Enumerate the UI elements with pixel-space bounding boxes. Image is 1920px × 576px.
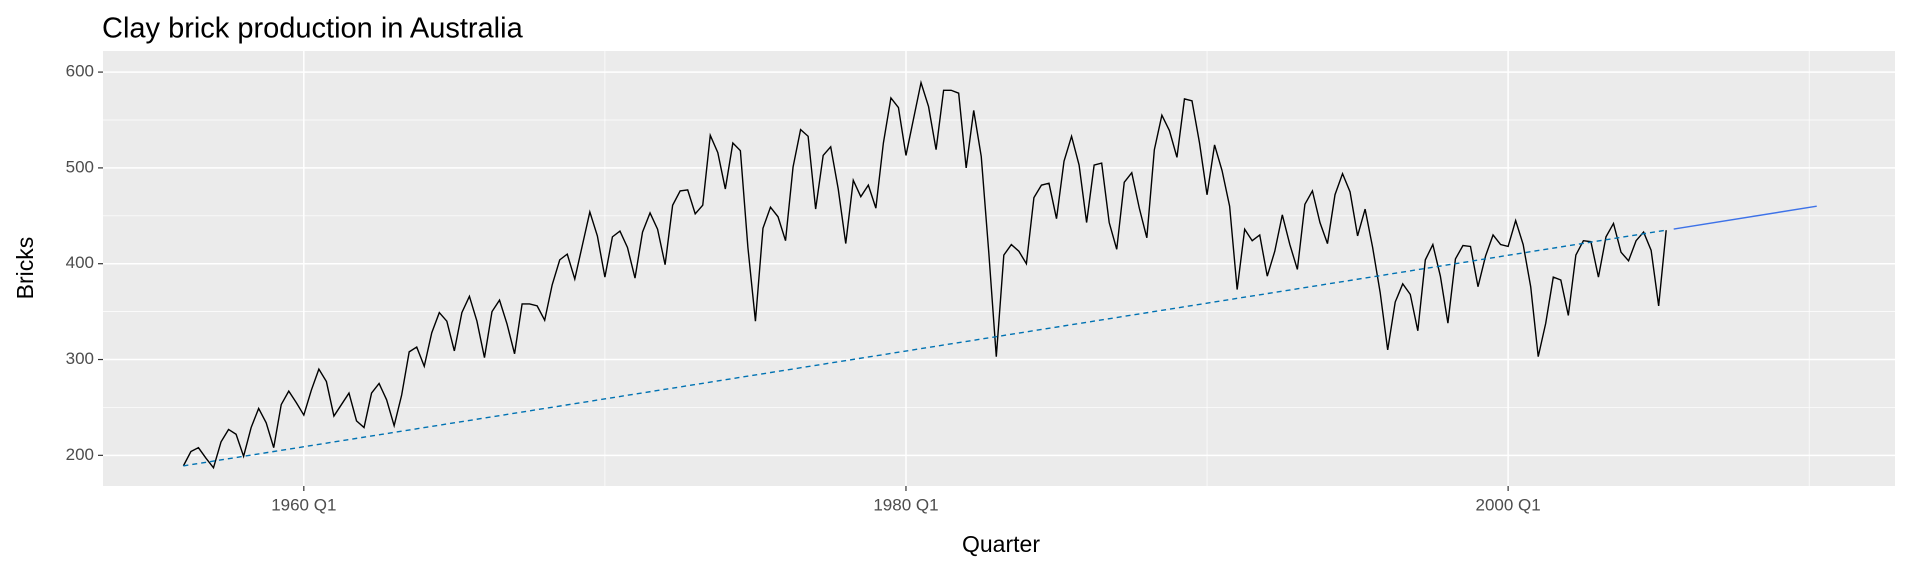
y-tick-label: 600 (66, 62, 94, 81)
series-line (183, 229, 1667, 467)
x-tick-label: 2000 Q1 (1476, 495, 1541, 514)
y-tick-label: 300 (66, 349, 94, 368)
chart-title: Clay brick production in Australia (102, 13, 524, 45)
x-axis-label: Quarter (962, 531, 1040, 557)
panel (103, 51, 1895, 486)
x-tick-label: 1980 Q1 (873, 495, 938, 514)
grid (103, 51, 1895, 486)
y-tick-label: 200 (66, 445, 94, 464)
y-tick-label: 500 (66, 157, 94, 176)
x-tick-label: 1960 Q1 (271, 495, 336, 514)
y-tick-label: 400 (66, 253, 94, 272)
series-line (1673, 205, 1817, 230)
series-line (182, 79, 1667, 470)
marks (182, 79, 1817, 470)
y-axis-label: Bricks (12, 237, 38, 300)
